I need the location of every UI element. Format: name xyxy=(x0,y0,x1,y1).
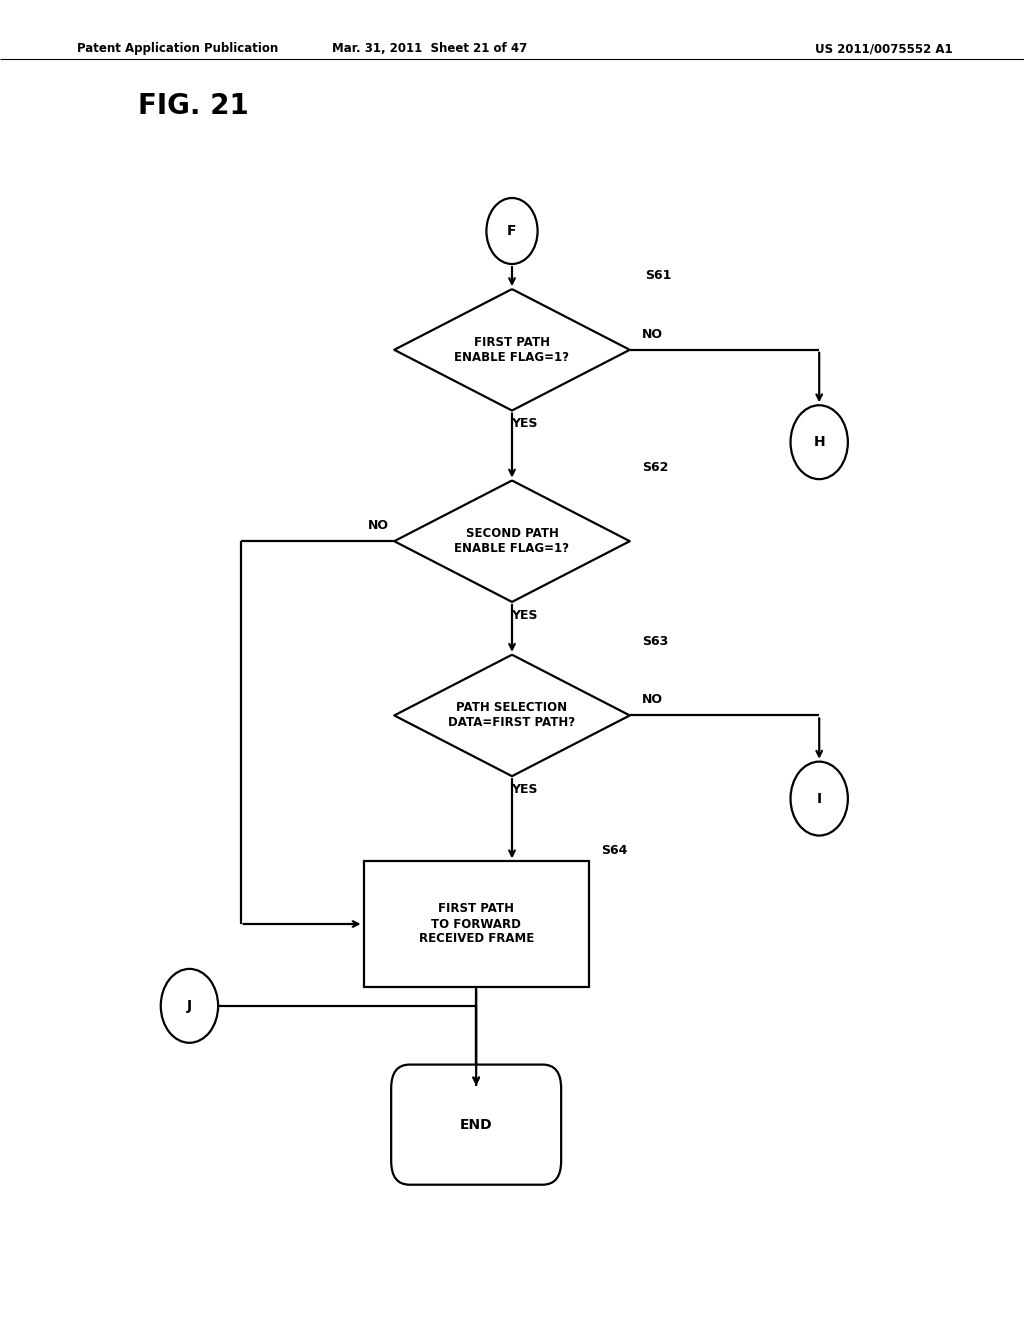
Text: YES: YES xyxy=(511,609,538,622)
Circle shape xyxy=(791,762,848,836)
Circle shape xyxy=(486,198,538,264)
Text: FIRST PATH
TO FORWARD
RECEIVED FRAME: FIRST PATH TO FORWARD RECEIVED FRAME xyxy=(419,903,534,945)
Text: NO: NO xyxy=(368,519,389,532)
Text: YES: YES xyxy=(511,783,538,796)
Text: US 2011/0075552 A1: US 2011/0075552 A1 xyxy=(815,42,952,55)
Text: FIG. 21: FIG. 21 xyxy=(138,91,249,120)
Text: S62: S62 xyxy=(642,461,669,474)
Text: S61: S61 xyxy=(645,269,672,282)
FancyBboxPatch shape xyxy=(391,1064,561,1185)
Text: J: J xyxy=(186,999,193,1012)
Text: S63: S63 xyxy=(642,635,669,648)
Text: YES: YES xyxy=(511,417,538,430)
Text: I: I xyxy=(816,792,822,805)
Circle shape xyxy=(791,405,848,479)
Text: FIRST PATH
ENABLE FLAG=1?: FIRST PATH ENABLE FLAG=1? xyxy=(455,335,569,364)
Text: NO: NO xyxy=(642,327,664,341)
Text: F: F xyxy=(507,224,517,238)
Text: H: H xyxy=(813,436,825,449)
Circle shape xyxy=(161,969,218,1043)
Text: PATH SELECTION
DATA=FIRST PATH?: PATH SELECTION DATA=FIRST PATH? xyxy=(449,701,575,730)
Text: NO: NO xyxy=(642,693,664,706)
Text: S64: S64 xyxy=(601,845,628,858)
Text: END: END xyxy=(460,1118,493,1131)
Text: SECOND PATH
ENABLE FLAG=1?: SECOND PATH ENABLE FLAG=1? xyxy=(455,527,569,556)
Bar xyxy=(364,861,589,987)
Text: Mar. 31, 2011  Sheet 21 of 47: Mar. 31, 2011 Sheet 21 of 47 xyxy=(333,42,527,55)
Text: Patent Application Publication: Patent Application Publication xyxy=(77,42,279,55)
